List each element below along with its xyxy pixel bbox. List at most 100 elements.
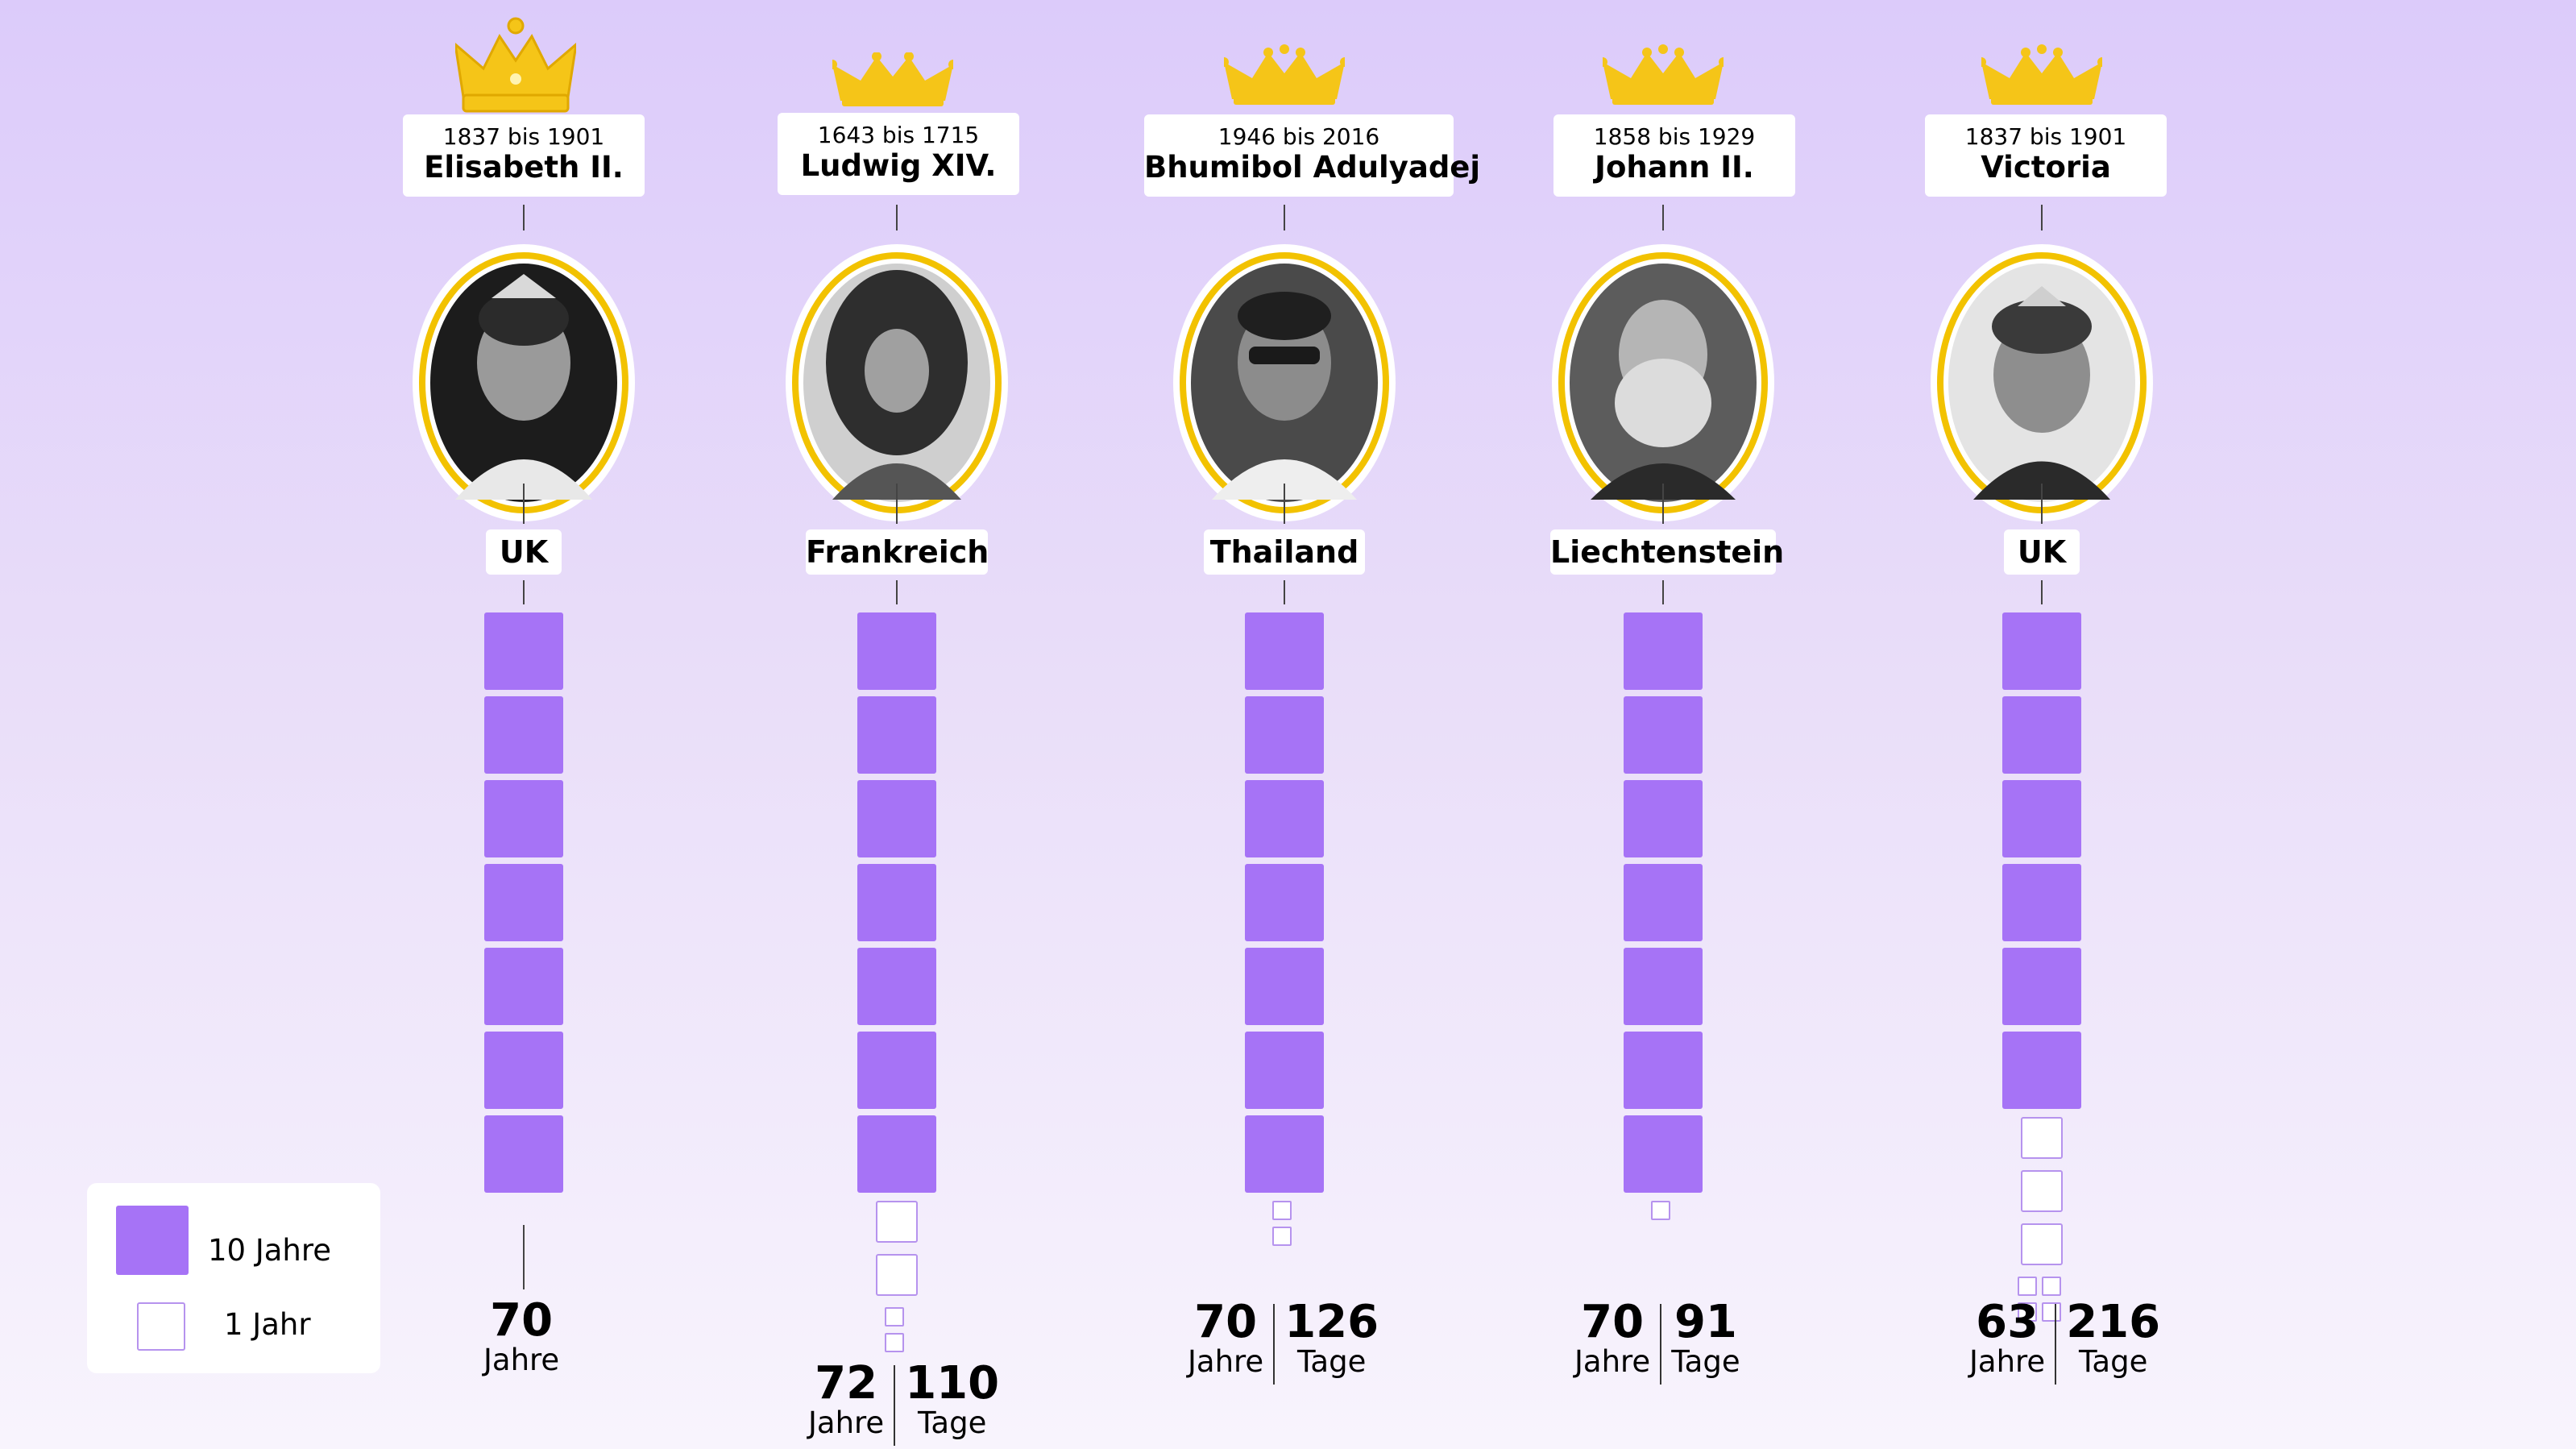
decade-square [1624, 696, 1703, 774]
decade-square [2002, 864, 2081, 941]
reign-squares [355, 612, 693, 1306]
monarch-name: Ludwig XIV. [800, 148, 997, 183]
years-unit: Jahre [1969, 1344, 2046, 1379]
connector-line [896, 205, 898, 230]
portrait-ludwig [784, 242, 1010, 524]
decade-square [1624, 1032, 1703, 1109]
connector-line [1662, 580, 1664, 604]
decade-square [2002, 1032, 2081, 1109]
monarch-column-elisabeth: 1837 bis 1901 Elisabeth II. UK 70 Jahre [355, 0, 693, 1449]
reign-period: 1643 bis 1715 [817, 122, 980, 148]
decade-square [1624, 948, 1703, 1025]
reign-duration: 72 Jahre 110 Tage [808, 1360, 999, 1446]
years-unit: Jahre [1188, 1344, 1264, 1379]
legend-year-label: 1 Jahr [224, 1307, 311, 1342]
crown-icon [453, 16, 579, 117]
partial-year-square [2042, 1302, 2061, 1322]
decade-square [857, 948, 936, 1025]
reign-squares [728, 612, 1066, 1352]
reign-period: 1858 bis 1929 [1593, 123, 1756, 150]
decade-square [857, 1115, 936, 1193]
crown-icon [828, 52, 958, 109]
decade-square [484, 948, 563, 1025]
connector-line [1284, 484, 1285, 524]
legend-decade-swatch [116, 1206, 189, 1275]
partial-year-square [1272, 1201, 1292, 1220]
legend-decade-label: 10 Jahre [208, 1233, 332, 1268]
decade-square [484, 612, 563, 690]
decade-square [1245, 948, 1324, 1025]
name-label-box: 1946 bis 2016 Bhumibol Adulyadej [1144, 114, 1481, 197]
decade-square [484, 1032, 563, 1109]
country-label: UK [2004, 529, 2080, 575]
monarch-name: Johann II. [1595, 150, 1754, 185]
reign-squares [1115, 612, 1454, 1306]
reign-days: 216 [2066, 1296, 2161, 1348]
connector-line [2041, 205, 2043, 230]
days-unit: Tage [1296, 1344, 1367, 1379]
crown-icon [1219, 44, 1350, 109]
decade-square [1624, 780, 1703, 857]
monarch-name: Bhumibol Adulyadej [1144, 150, 1481, 185]
partial-year-square [2018, 1277, 2037, 1296]
decade-square [1624, 612, 1703, 690]
monarch-name: Victoria [1981, 150, 2111, 185]
years-unit: Jahre [808, 1405, 885, 1440]
partial-year-square [1651, 1201, 1670, 1220]
partial-year-square [2018, 1302, 2037, 1322]
decade-square [1624, 1115, 1703, 1193]
decade-square [484, 864, 563, 941]
decade-square [857, 780, 936, 857]
decade-square [857, 864, 936, 941]
country-label: Frankreich [806, 529, 989, 575]
portrait-victoria [1929, 242, 2155, 524]
decade-square [857, 612, 936, 690]
connector-line [1662, 205, 1664, 230]
monarch-name: Elisabeth II. [424, 150, 624, 185]
reign-days: 110 [905, 1357, 1000, 1410]
decade-square [1624, 864, 1703, 941]
duration-separator [1660, 1304, 1662, 1385]
connector-line [523, 580, 525, 604]
decade-square [2002, 612, 2081, 690]
decade-square [2002, 780, 2081, 857]
decade-square [2002, 948, 2081, 1025]
monarch-column-ludwig: 1643 bis 1715 Ludwig XIV. Frankreich 72 … [728, 0, 1066, 1449]
name-label-box: 1837 bis 1901 Victoria [1925, 114, 2167, 197]
connector-line [523, 484, 525, 524]
decade-square [857, 696, 936, 774]
crown-icon [1977, 44, 2107, 109]
reign-period: 1946 bis 2016 [1217, 123, 1380, 150]
days-unit: Tage [1671, 1344, 1740, 1379]
year-square [2021, 1170, 2063, 1212]
connector-line [523, 205, 525, 230]
connector-line [2041, 484, 2043, 524]
years-unit: Jahre [1574, 1344, 1651, 1379]
reign-duration: 70 Jahre 91 Tage [1574, 1299, 1740, 1385]
portrait-johann [1550, 242, 1776, 524]
monarch-column-victoria: 1837 bis 1901 Victoria UK 63 Jahre [1873, 0, 2211, 1449]
partial-year-square [885, 1333, 904, 1352]
name-label-box: 1837 bis 1901 Elisabeth II. [403, 114, 645, 197]
decade-square [1245, 864, 1324, 941]
country-label: Liechtenstein [1550, 529, 1784, 575]
decade-square [857, 1032, 936, 1109]
decade-square [484, 780, 563, 857]
duration-separator [1273, 1304, 1276, 1385]
connector-line [896, 580, 898, 604]
legend: 10 Jahre 1 Jahr [87, 1183, 380, 1373]
country-label: UK [486, 529, 562, 575]
duration-separator [894, 1365, 896, 1446]
crown-icon [1598, 44, 1728, 109]
legend-year-swatch [137, 1302, 185, 1351]
partial-year-square [885, 1307, 904, 1327]
monarch-column-bhumibol: 1946 bis 2016 Bhumibol Adulyadej Thailan… [1115, 0, 1481, 1449]
duration-separator [2055, 1304, 2057, 1385]
year-square [876, 1201, 918, 1243]
reign-days: 126 [1284, 1296, 1379, 1348]
year-square [2021, 1223, 2063, 1265]
partial-year-square [1272, 1227, 1292, 1246]
decade-square [1245, 1032, 1324, 1109]
decade-square [2002, 696, 2081, 774]
year-square [2021, 1117, 2063, 1159]
